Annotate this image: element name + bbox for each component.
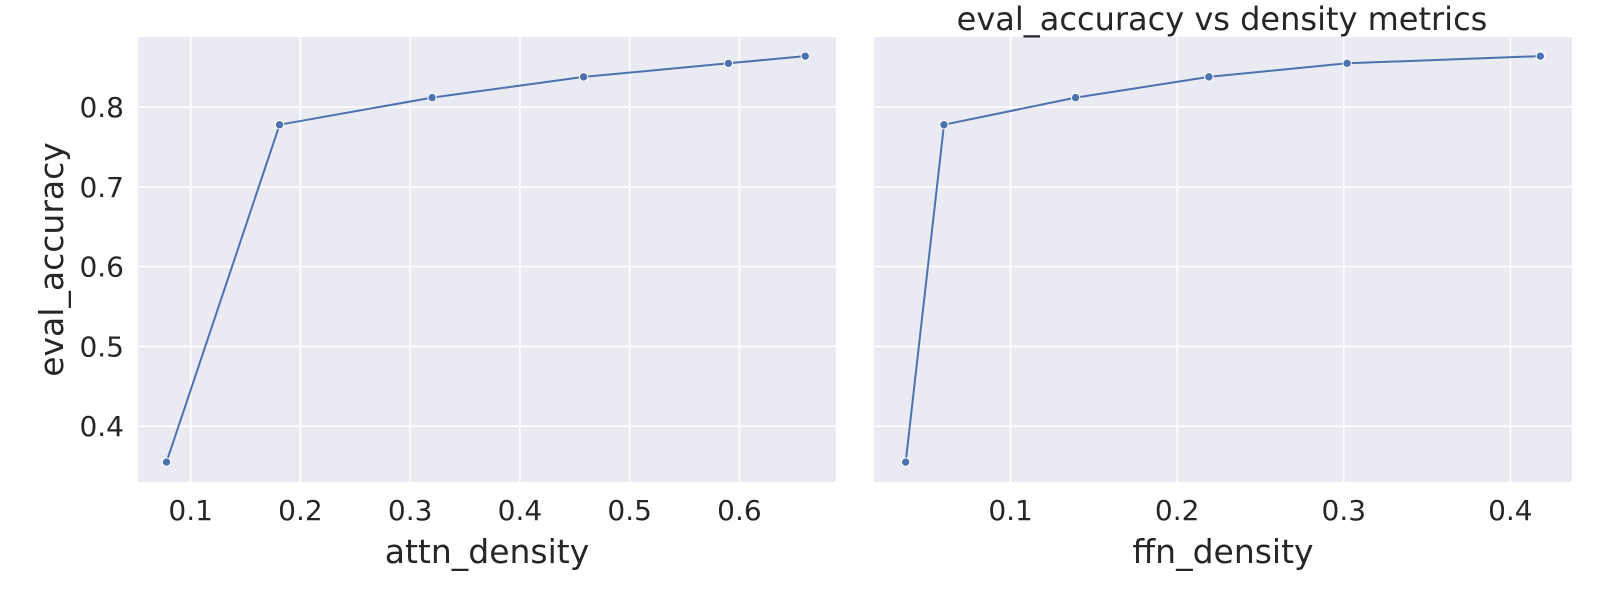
series-line bbox=[165, 55, 806, 463]
chart-panel-1: 0.1 0.2 0.3 0.4 0.5 0.6 0.4 0.5 0.6 0.7 0.8 attn_de… bbox=[32, 37, 836, 571]
data-point bbox=[800, 51, 810, 61]
data-point bbox=[578, 72, 589, 82]
x-tick-label: 0.1 bbox=[988, 494, 1033, 527]
data-point bbox=[161, 457, 172, 467]
y-tick-label: 0.8 bbox=[79, 91, 124, 124]
chart-panel-2: 0.1 0.2 0.3 0.4 ffn_density bbox=[874, 37, 1572, 571]
x-tick-label: 0.1 bbox=[168, 494, 213, 527]
series-line bbox=[904, 55, 1541, 463]
y-tick-label: 0.7 bbox=[79, 171, 124, 204]
data-point bbox=[1535, 51, 1546, 61]
data-point bbox=[1204, 72, 1214, 82]
y-tick-label: 0.4 bbox=[79, 410, 124, 443]
figure-title: eval_accuracy vs density metrics bbox=[956, 0, 1488, 38]
data-point bbox=[900, 457, 911, 467]
y-tick-label: 0.6 bbox=[79, 251, 124, 284]
x-axis-label: attn_density bbox=[385, 532, 590, 571]
x-tick-label: 0.4 bbox=[1488, 494, 1533, 527]
x-tick-label: 0.5 bbox=[607, 494, 652, 527]
data-point bbox=[274, 120, 285, 130]
data-point bbox=[723, 58, 734, 69]
x-tick-label: 0.6 bbox=[717, 494, 762, 527]
x-tick-label: 0.2 bbox=[278, 494, 323, 527]
plot-area bbox=[138, 37, 836, 482]
y-tick-label: 0.5 bbox=[79, 330, 124, 363]
x-axis-label: ffn_density bbox=[1132, 532, 1313, 571]
plot-area bbox=[874, 37, 1572, 482]
x-tick-label: 0.3 bbox=[1322, 494, 1367, 527]
x-tick-label: 0.4 bbox=[498, 494, 543, 527]
data-point bbox=[427, 92, 437, 103]
y-axis-label: eval_accuracy bbox=[32, 142, 71, 377]
data-point bbox=[939, 120, 949, 130]
x-tick-label: 0.2 bbox=[1155, 494, 1200, 527]
x-tick-label: 0.3 bbox=[388, 494, 433, 527]
data-point bbox=[1070, 92, 1081, 103]
data-point bbox=[1342, 58, 1352, 69]
